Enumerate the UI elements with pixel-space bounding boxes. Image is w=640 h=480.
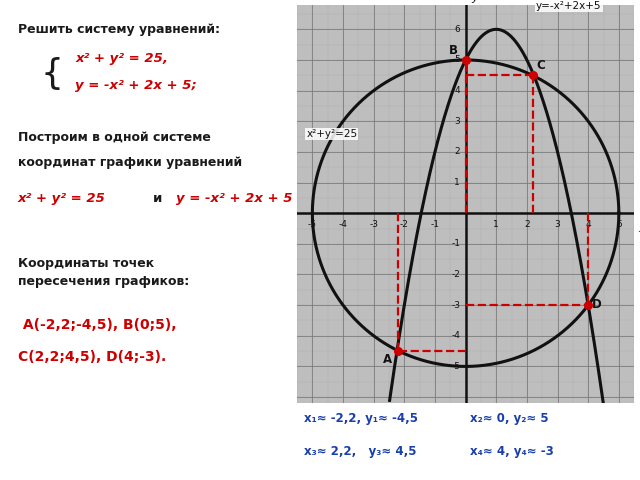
Text: C(2,2;4,5), D(4;-3).: C(2,2;4,5), D(4;-3).	[18, 350, 166, 364]
Text: 3: 3	[454, 117, 460, 126]
Text: -1: -1	[431, 220, 440, 229]
Text: 4: 4	[454, 86, 460, 95]
Text: 3: 3	[555, 220, 561, 229]
Text: y = -x² + 2x + 5: y = -x² + 2x + 5	[176, 192, 292, 205]
Text: 2: 2	[524, 220, 530, 229]
Text: 5: 5	[454, 56, 460, 64]
Text: Решить систему уравнений:: Решить систему уравнений:	[18, 23, 220, 36]
Text: Координаты точек
пересечения графиков:: Координаты точек пересечения графиков:	[18, 257, 189, 288]
Text: y=-x²+2x+5: y=-x²+2x+5	[536, 1, 602, 12]
Text: -5: -5	[308, 220, 317, 229]
Text: координат графики уравнений: координат графики уравнений	[18, 156, 242, 169]
Text: x² + y² = 25: x² + y² = 25	[18, 192, 106, 205]
Text: x²+y²=25: x²+y²=25	[307, 129, 357, 139]
Text: 5: 5	[616, 220, 621, 229]
Text: {: {	[41, 57, 63, 91]
Text: 1: 1	[454, 178, 460, 187]
Text: 4: 4	[586, 220, 591, 229]
Text: и: и	[153, 192, 163, 205]
Text: -4: -4	[339, 220, 348, 229]
Text: -5: -5	[451, 362, 460, 371]
Text: x₃≈ 2,2,   y₃≈ 4,5: x₃≈ 2,2, y₃≈ 4,5	[304, 445, 417, 458]
Text: x: x	[639, 224, 640, 234]
Text: x₁≈ -2,2, y₁≈ -4,5: x₁≈ -2,2, y₁≈ -4,5	[304, 412, 418, 425]
Text: y: y	[471, 0, 477, 3]
Text: y = -x² + 2x + 5;: y = -x² + 2x + 5;	[76, 79, 197, 92]
Text: -3: -3	[451, 300, 460, 310]
Text: Построим в одной системе: Построим в одной системе	[18, 131, 211, 144]
Text: x₂≈ 0, y₂≈ 5: x₂≈ 0, y₂≈ 5	[470, 412, 549, 425]
Text: C: C	[537, 59, 545, 72]
Text: 2: 2	[454, 147, 460, 156]
Text: x₄≈ 4, y₄≈ -3: x₄≈ 4, y₄≈ -3	[470, 445, 554, 458]
Text: A(-2,2;-4,5), B(0;5),: A(-2,2;-4,5), B(0;5),	[18, 318, 176, 332]
Text: D: D	[592, 298, 602, 311]
Text: -3: -3	[369, 220, 378, 229]
Text: B: B	[449, 44, 458, 57]
Text: 1: 1	[493, 220, 499, 229]
Text: 6: 6	[454, 25, 460, 34]
Text: -2: -2	[451, 270, 460, 279]
Text: A: A	[383, 353, 392, 366]
Text: -1: -1	[451, 240, 460, 248]
Text: -2: -2	[400, 220, 409, 229]
Text: -4: -4	[451, 331, 460, 340]
Text: x² + y² = 25,: x² + y² = 25,	[76, 52, 168, 65]
